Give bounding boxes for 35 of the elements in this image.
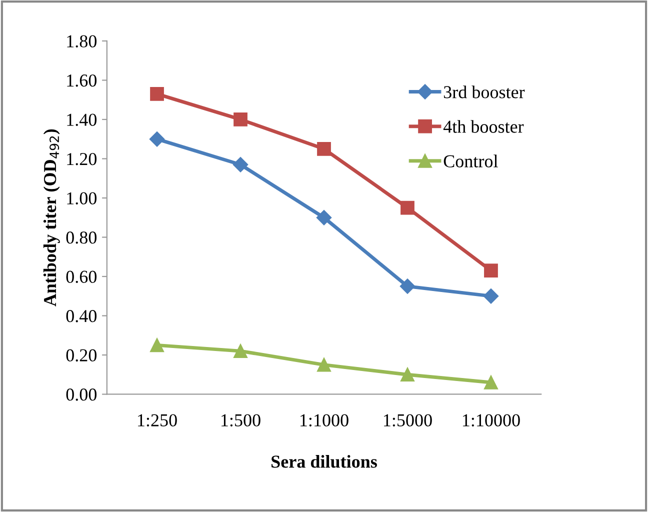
legend-label: 3rd booster [444, 86, 525, 98]
y-tick-label: 0.80 [66, 231, 97, 244]
y-tick-label: 0.20 [66, 349, 97, 362]
point [317, 142, 331, 156]
point [234, 112, 248, 126]
x-tick-label: 1:250 [138, 414, 177, 426]
y-tick-label: 0.00 [66, 388, 97, 401]
point [484, 376, 498, 390]
x-tick-label: 1:10000 [462, 414, 520, 426]
legend-label: Control [444, 154, 498, 168]
point [400, 278, 416, 294]
point [317, 358, 331, 372]
y-tick-label: 1.60 [67, 74, 97, 87]
x-tick-label: 1:500 [222, 414, 260, 426]
point [316, 210, 332, 226]
point [483, 288, 499, 304]
point [234, 344, 248, 358]
point [232, 157, 248, 172]
point [484, 264, 498, 278]
x-axis-title: Sera dilutions [272, 455, 377, 468]
point [149, 132, 165, 147]
y-tick-label: 1.20 [67, 152, 97, 166]
point [400, 368, 414, 382]
y-tick-label: 0.40 [66, 310, 97, 322]
y-tick-label: 0.60 [66, 270, 97, 283]
y-tick-label: 1.80 [67, 35, 97, 48]
point [150, 338, 164, 352]
x-tick-label: 1:5000 [384, 414, 432, 426]
x-tick-label: 1:1000 [300, 414, 348, 426]
y-tick-label: 1.40 [67, 114, 97, 126]
legend-label: 4th booster [443, 120, 524, 133]
y-tick-label: 1.00 [67, 192, 97, 204]
point [150, 87, 164, 101]
point [400, 200, 414, 215]
y-axis-title: Antibody titer (OD$_{492}$) [43, 129, 60, 306]
